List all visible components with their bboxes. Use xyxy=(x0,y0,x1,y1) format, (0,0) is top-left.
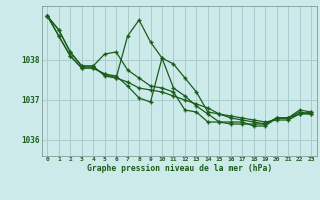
X-axis label: Graphe pression niveau de la mer (hPa): Graphe pression niveau de la mer (hPa) xyxy=(87,164,272,173)
